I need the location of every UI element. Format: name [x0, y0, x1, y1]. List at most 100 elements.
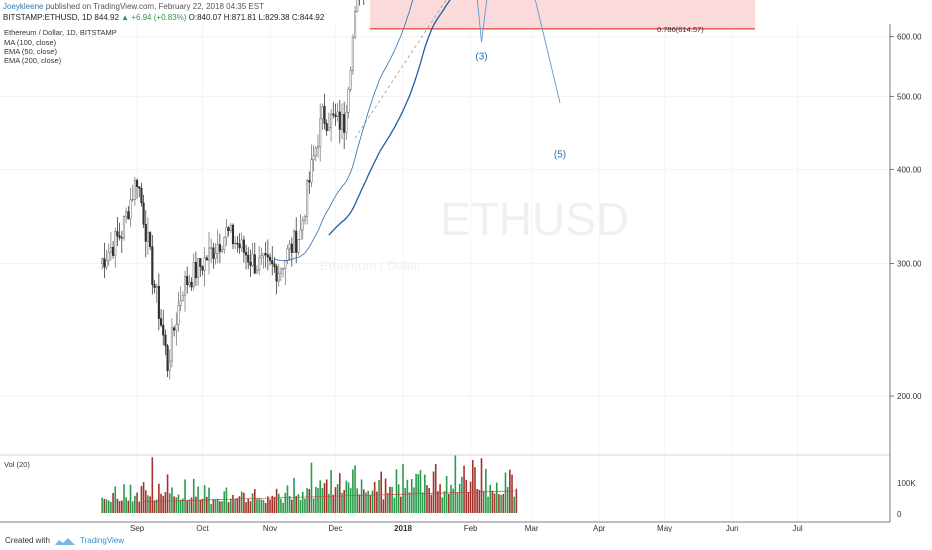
volume-bar — [192, 478, 195, 513]
price-change: ▲ +6.94 (+0.83%) — [121, 13, 187, 22]
candle-body — [153, 284, 156, 288]
candle-body — [255, 269, 259, 274]
candle-body — [336, 111, 339, 117]
volume-bar — [127, 500, 130, 513]
volume-bar — [258, 498, 260, 513]
candle-body — [168, 360, 171, 371]
candle-body — [177, 305, 180, 325]
volume-bar — [216, 498, 219, 513]
candle-body — [131, 199, 134, 201]
volume-bar — [277, 493, 280, 513]
author-link[interactable]: Joeykleene — [3, 2, 44, 11]
candle-body — [262, 253, 265, 256]
volume-bar — [495, 482, 498, 513]
volume-bar — [504, 472, 507, 513]
volume-bar — [297, 494, 300, 513]
candle-body — [321, 106, 324, 120]
volume-bar — [295, 495, 297, 513]
volume-bar — [123, 484, 125, 513]
candle-body — [138, 186, 141, 189]
publish-info: published on TradingView.com, February 2… — [43, 2, 264, 11]
candle-body — [181, 294, 184, 301]
volume-bar — [116, 498, 119, 513]
volume-ma-line — [143, 490, 515, 503]
candle-body — [332, 113, 335, 116]
fib-level-label: 0.786(614.57) — [657, 25, 704, 34]
volume-bar — [164, 491, 167, 513]
volume-bar — [341, 492, 343, 513]
volume-bar — [410, 479, 413, 513]
volume-bar — [336, 484, 339, 513]
volume-bar — [502, 493, 505, 513]
volume-bar — [491, 490, 494, 513]
volume-bar — [155, 499, 158, 513]
volume-bar — [391, 486, 393, 513]
volume-bar — [480, 458, 483, 513]
wave-label: (3) — [475, 51, 487, 62]
tradingview-brand[interactable]: TradingView — [80, 536, 125, 545]
volume-bar — [465, 479, 468, 513]
volume-bar — [308, 489, 311, 513]
fib-retracement-zone[interactable]: 0(1426.92)0.382(1032.12)0.618(788.21)0.7… — [370, 0, 755, 34]
volume-bar — [506, 487, 509, 513]
price-chart[interactable]: ETHUSD Ethereum / Dollar 0(1426.92)0.382… — [0, 0, 932, 532]
chart-grid — [0, 36, 890, 397]
volume-bar — [188, 499, 191, 513]
volume-bar — [134, 495, 136, 513]
volume-bar — [271, 495, 274, 513]
price-axis[interactable]: 200.00300.00400.00500.00600.00700.00800.… — [890, 0, 932, 519]
y-tick-label: 200.00 — [897, 392, 922, 401]
volume-bar — [293, 478, 295, 513]
volume-bar — [352, 469, 354, 513]
created-with-text: Created with — [5, 536, 50, 545]
candle-body — [133, 180, 136, 200]
candle-body — [231, 224, 235, 245]
volume-bar — [485, 468, 487, 513]
candle-body — [164, 334, 167, 347]
candle-body — [212, 247, 215, 259]
watermark-name: Ethereum / Dollar — [320, 258, 422, 273]
candle-body — [343, 114, 346, 133]
candle-body — [120, 237, 123, 239]
volume-bar — [199, 499, 202, 513]
candle-body — [314, 147, 317, 157]
candle-body — [216, 244, 219, 254]
candle-body — [179, 300, 182, 306]
candlesticks — [101, 0, 365, 380]
volume-bar — [382, 499, 385, 513]
candle-body — [247, 254, 250, 263]
time-axis[interactable]: Sep Oct Nov Dec 2018 Feb Mar Apr May Jun Jul — [130, 524, 803, 532]
volume-bar — [214, 499, 217, 513]
volume-bar — [448, 493, 450, 513]
candle-body — [192, 262, 195, 288]
volume-bar — [402, 463, 404, 513]
volume-bar — [121, 500, 123, 513]
volume-bar — [362, 489, 365, 513]
candle-body — [173, 327, 176, 331]
volume-bar — [434, 464, 437, 513]
volume-bar — [236, 498, 239, 513]
ema-50-line — [274, 0, 414, 262]
volume-bar — [267, 496, 269, 513]
volume-bar — [347, 482, 350, 513]
volume-bar — [345, 480, 348, 513]
candle-body — [101, 258, 104, 264]
volume-bar — [160, 493, 162, 513]
candle-body — [221, 249, 224, 252]
volume-bar — [515, 488, 518, 513]
volume-bar — [487, 496, 489, 513]
volume-bar — [299, 500, 302, 513]
elliott-wave[interactable]: (1)(2)(3)(1)(2)(3)(4)(4)(5)(5) — [431, 0, 566, 160]
candle-body — [303, 216, 306, 221]
candle-body — [116, 231, 119, 237]
volume-bar — [380, 471, 383, 513]
volume-bar — [306, 488, 308, 513]
volume-bar — [275, 488, 278, 513]
candle-body — [166, 345, 169, 371]
volume-bar — [513, 496, 515, 513]
candle-body — [142, 202, 145, 225]
volume-bar — [384, 478, 387, 513]
volume-bar — [260, 499, 263, 513]
candle-body — [227, 227, 230, 231]
volume-bar — [356, 488, 359, 513]
